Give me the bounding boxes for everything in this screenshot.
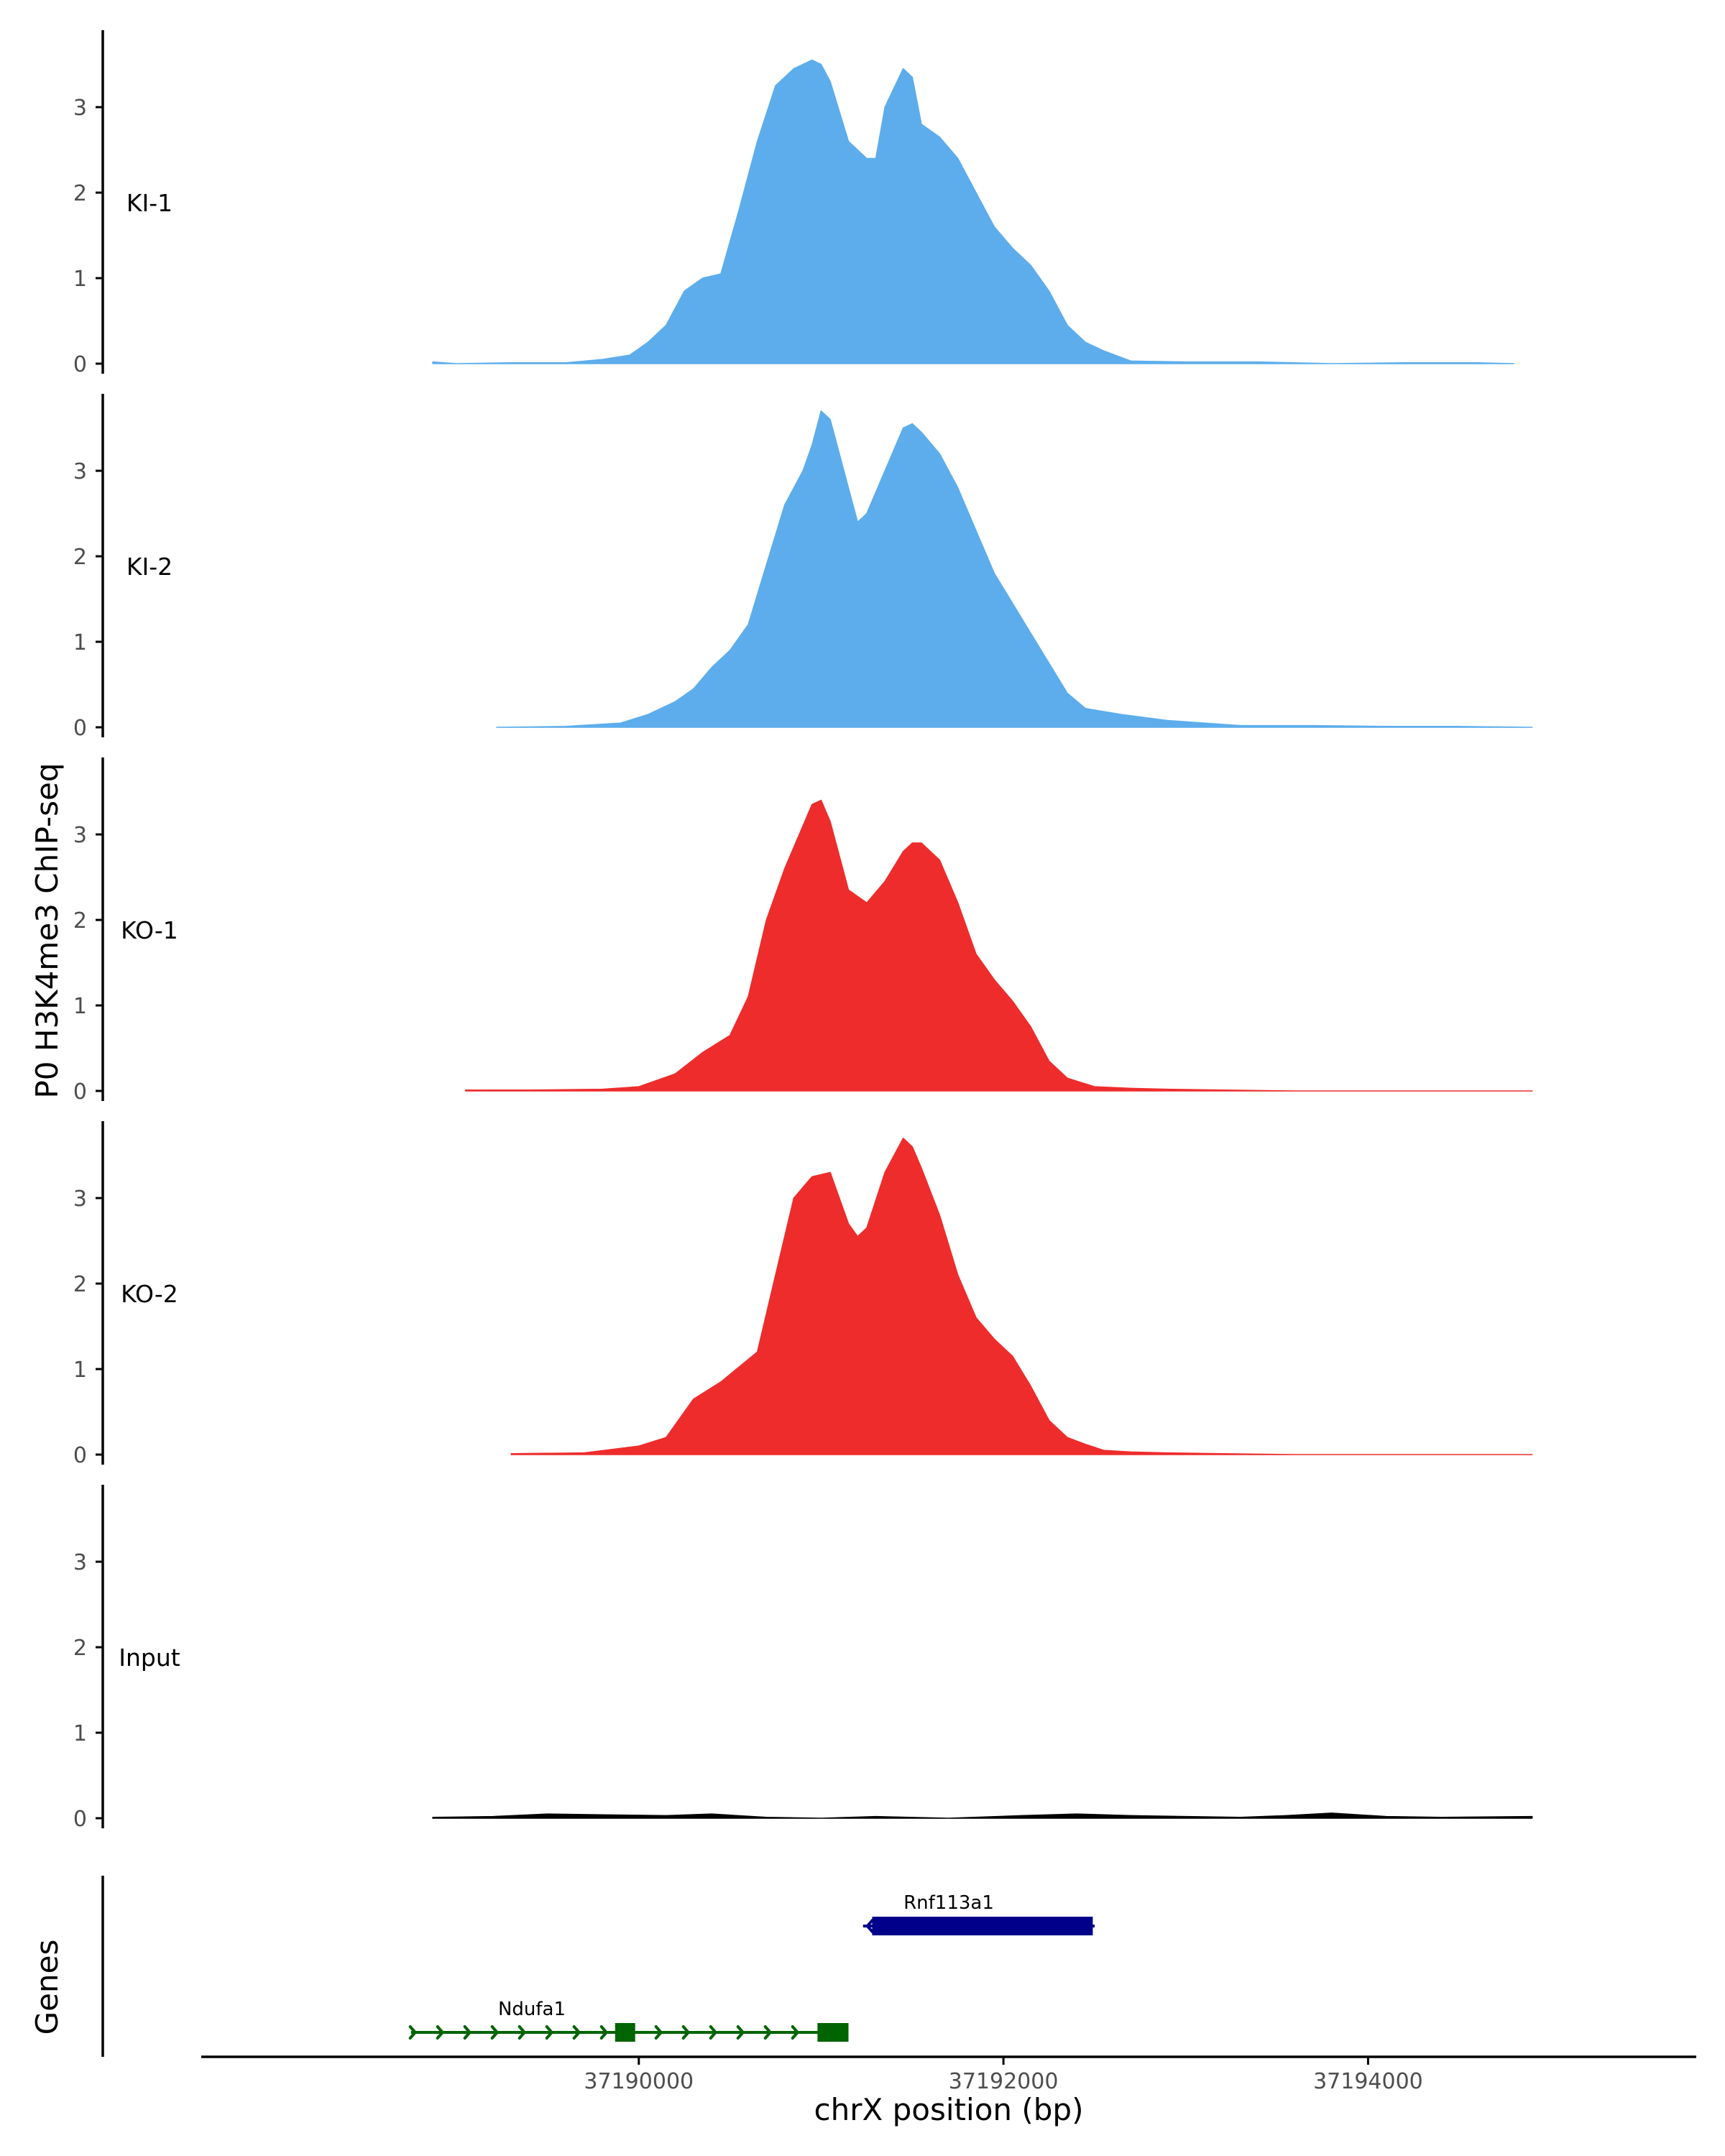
y-tick-label: 1	[73, 630, 87, 655]
y-tick-label: 0	[73, 716, 87, 741]
track-input: 0 1 2 3 Input	[73, 1485, 1533, 1832]
strand-arrow	[654, 2025, 663, 2040]
y-tick-label: 3	[73, 1550, 87, 1575]
track-ki-2: 0 1 2 3 KI-2	[73, 394, 1533, 741]
coverage-area-ki-1	[432, 59, 1515, 364]
y-tick-label: 0	[73, 1807, 87, 1832]
gene-label: Rnf113a1	[903, 1892, 994, 1914]
y-tick-label: 1	[73, 994, 87, 1019]
y-tick-label: 2	[73, 1272, 87, 1297]
strand-arrow	[572, 2025, 581, 2040]
y-tick-label: 1	[73, 1358, 87, 1383]
y-tick-label: 3	[73, 823, 87, 848]
y-tick-label: 0	[73, 352, 87, 377]
y-tick-label: 1	[73, 1721, 87, 1746]
strand-arrow	[709, 2025, 718, 2040]
track-label: Input	[119, 1644, 180, 1672]
y-tick-label: 2	[73, 1636, 87, 1661]
track-label: KI-1	[126, 189, 172, 217]
gene-exon	[872, 1917, 1093, 1935]
strand-arrow	[599, 2025, 609, 2040]
gene-ndufa1: Ndufa1	[408, 1999, 849, 2042]
y-tick-label: 2	[73, 908, 87, 934]
track-ko-2: 0 1 2 3 KO-2	[73, 1121, 1533, 1468]
strand-arrow	[408, 2025, 418, 2040]
track-ki-1: 0 1 2 3 KI-1	[73, 30, 1515, 377]
y-axis-title: P0 H3K4me3 ChIP-seq	[29, 763, 65, 1098]
x-axis-title: chrX position (bp)	[814, 2092, 1084, 2127]
gene-track-title: Genes	[29, 1940, 65, 2035]
gene-exon	[817, 2023, 849, 2042]
strand-arrow	[763, 2025, 773, 2040]
strand-arrow	[681, 2025, 691, 2040]
x-tick-label: 37194000	[1313, 2069, 1423, 2094]
y-tick-label: 3	[73, 459, 87, 484]
strand-arrow	[436, 2025, 445, 2040]
x-tick-label: 37192000	[949, 2069, 1059, 2094]
gene-label: Ndufa1	[498, 1999, 566, 2020]
strand-arrow	[865, 1919, 874, 1933]
gene-track: Rnf113a1 Ndufa1	[101, 1876, 1095, 2057]
y-tick-label: 3	[73, 96, 87, 121]
y-tick-label: 2	[73, 181, 87, 206]
y-tick-label: 0	[73, 1443, 87, 1468]
strand-arrow	[518, 2025, 527, 2040]
track-label: KO-1	[121, 916, 178, 944]
strand-arrow	[545, 2025, 554, 2040]
strand-arrow	[463, 2025, 472, 2040]
strand-arrow	[736, 2025, 745, 2040]
coverage-area-ki-2	[496, 410, 1533, 728]
y-tick-label: 3	[73, 1187, 87, 1212]
strand-arrow	[490, 2025, 500, 2040]
x-tick-label: 37190000	[584, 2069, 694, 2094]
y-tick-label: 0	[73, 1079, 87, 1105]
x-axis: 37190000 37192000 37194000	[201, 2055, 1696, 2094]
coverage-area-ko-1	[465, 799, 1533, 1092]
coverage-area-ko-2	[510, 1138, 1533, 1455]
track-ko-1: 0 1 2 3 KO-1	[73, 757, 1533, 1105]
track-label: KO-2	[121, 1280, 178, 1308]
gene-exon	[615, 2023, 635, 2042]
y-tick-label: 1	[73, 267, 87, 292]
coverage-tracks: 0 1 2 3 KI-1 0 1 2 3 KI-2 0 1 2 3 KO-1 0 1 2 3 KO-2 0 1 2 3 Inpu…	[73, 30, 1533, 1832]
y-tick-label: 2	[73, 545, 87, 570]
coverage-area-input	[432, 1812, 1533, 1819]
gene-rnf113a1: Rnf113a1	[862, 1892, 1095, 1935]
track-label: KI-2	[126, 553, 172, 581]
strand-arrow	[791, 2025, 800, 2040]
